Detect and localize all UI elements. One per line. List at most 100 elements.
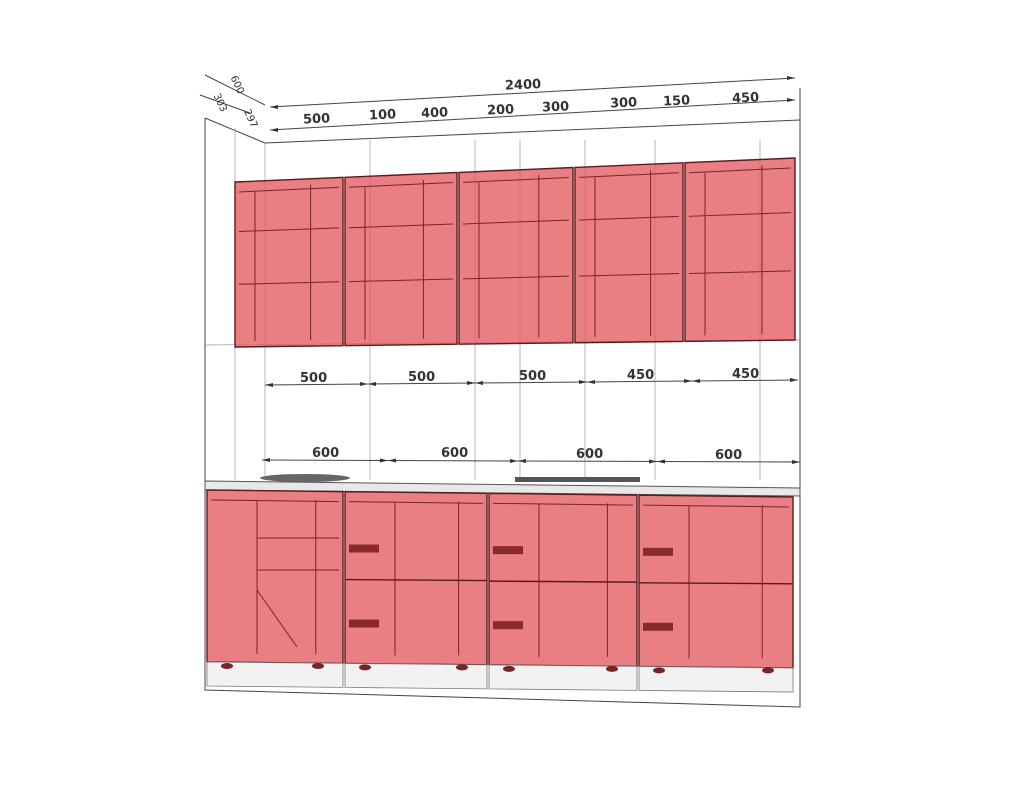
upper-cabinet [574, 162, 684, 344]
depth-label-600: 600 [228, 74, 246, 96]
leg [359, 664, 371, 671]
cabinet-body [206, 489, 344, 665]
leg [312, 663, 324, 669]
top-panel [348, 181, 454, 188]
arrowhead [790, 378, 798, 382]
cabinet-body [574, 162, 684, 344]
lower-cabinet [488, 492, 638, 691]
cabinet-body [458, 166, 574, 345]
top-panel [462, 177, 570, 183]
arrowhead [262, 458, 270, 462]
drawer-split [488, 580, 638, 583]
top-segment-label: 400 [421, 105, 449, 121]
upper-cabinet [684, 157, 796, 343]
upper-width-label: 500 [408, 370, 435, 385]
arrowhead [657, 459, 665, 464]
top-panel [578, 172, 680, 178]
drawer-runner [349, 619, 379, 628]
upper-cabinet [234, 176, 344, 348]
top-segment-label: 150 [663, 93, 691, 109]
arrowhead [475, 381, 483, 385]
depth-dimension-line [204, 74, 266, 106]
upper-width-dimension-line [691, 379, 799, 382]
lower-width-label: 600 [441, 446, 468, 461]
arrowhead [692, 379, 700, 383]
drawer-split [344, 578, 488, 582]
leg [456, 664, 468, 671]
shelf [348, 278, 454, 283]
top-panel [688, 167, 792, 174]
drawer-runner [493, 546, 523, 555]
plinth [638, 666, 794, 693]
lower-width-dimension-line [387, 460, 519, 462]
cabinet-body [234, 176, 344, 348]
cabinet-body [684, 157, 796, 343]
lower-cabinet [344, 490, 488, 690]
lower-width-dimension-line [517, 460, 658, 462]
overall-width-label: 2400 [505, 77, 542, 94]
top-segment-label: 300 [610, 95, 638, 111]
top-panel [238, 186, 340, 193]
top-rail [492, 502, 634, 506]
top-segment-label: 100 [369, 107, 397, 123]
upper-cabinet [458, 166, 574, 345]
upper-width-dimension-line [474, 381, 588, 384]
leg [653, 667, 665, 674]
leg [221, 663, 233, 669]
arrowhead [579, 380, 587, 384]
upper-cabinets [234, 157, 796, 348]
shelf [688, 270, 792, 274]
arrowhead [684, 379, 692, 383]
arrowhead [792, 460, 800, 464]
arrowhead [360, 382, 368, 386]
cabinet-body [344, 490, 488, 666]
shelf [238, 227, 340, 232]
arrowhead [265, 383, 273, 387]
upper-width-label: 500 [519, 369, 546, 384]
brace [256, 589, 298, 648]
lower-cabinet [638, 494, 794, 693]
drawer-runner [643, 547, 673, 556]
top-rail [210, 499, 340, 503]
lower-width-labels: 600 600 600 600 [312, 446, 742, 463]
top-segment-label: 500 [303, 111, 331, 127]
depth-dimension-line [199, 94, 251, 114]
countertop [204, 480, 801, 497]
upper-cabinet [344, 171, 458, 347]
cooktop [515, 477, 640, 482]
top-segment-label: 300 [542, 99, 570, 115]
sink [260, 474, 350, 482]
shelf [578, 273, 680, 277]
top-segment-label: 200 [487, 102, 515, 118]
cabinet-body [344, 171, 458, 347]
arrowhead [368, 382, 376, 386]
upper-width-dimension-line [586, 380, 693, 383]
cabinet-body [638, 494, 794, 669]
wall-outline [204, 88, 801, 708]
arrowhead [380, 458, 388, 463]
drawer-runner [349, 544, 379, 553]
arrowhead [587, 380, 595, 384]
drawer-runner [643, 622, 673, 631]
arrowhead [787, 76, 795, 80]
lower-cabinet [206, 489, 344, 688]
arrowhead [787, 98, 795, 102]
upper-width-dimension-line [264, 383, 369, 386]
arrowhead [270, 105, 278, 109]
shelf [462, 275, 570, 280]
arrowhead [510, 459, 518, 463]
lower-width-label: 600 [312, 446, 339, 461]
upper-width-dimension-line [367, 382, 476, 385]
arrowhead [467, 381, 475, 385]
shelf [462, 219, 570, 225]
plinth [206, 661, 344, 688]
overall-dimension-line [269, 77, 796, 108]
leg [762, 667, 774, 674]
lower-width-dimension-line [656, 461, 801, 463]
shelf [688, 212, 792, 217]
top-rail [348, 501, 484, 504]
shelf [578, 215, 680, 221]
upper-width-label: 450 [627, 368, 654, 383]
lower-cabinets [204, 474, 801, 693]
